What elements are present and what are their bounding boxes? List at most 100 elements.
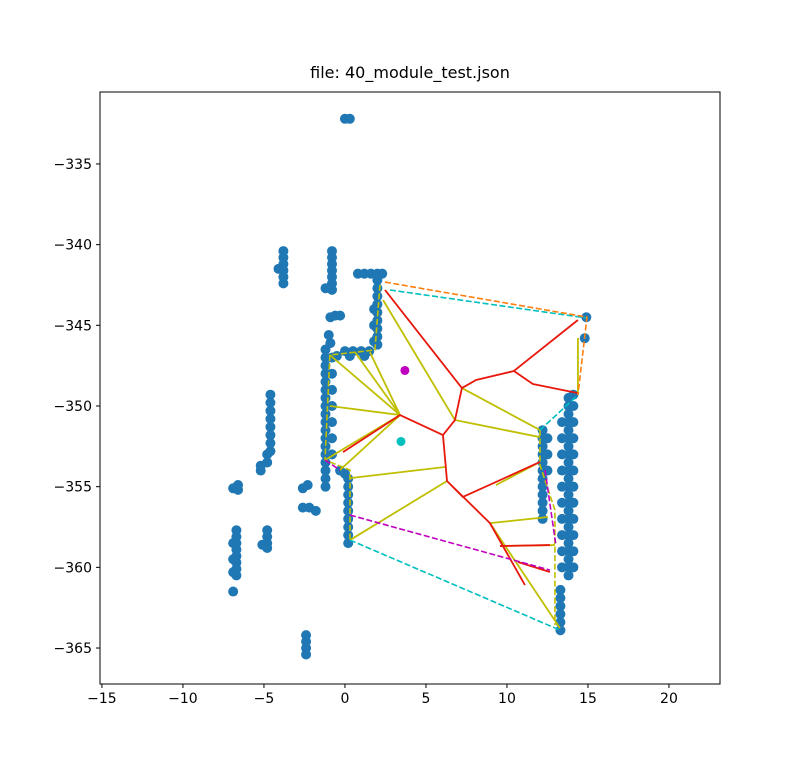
point bbox=[568, 497, 579, 508]
point bbox=[568, 449, 579, 460]
x-tick-label: −5 bbox=[254, 691, 275, 707]
dashed-line bbox=[324, 284, 556, 626]
point bbox=[344, 113, 355, 124]
point bbox=[537, 505, 548, 516]
point bbox=[257, 539, 268, 550]
point bbox=[320, 465, 331, 476]
x-tick-label: 10 bbox=[498, 691, 516, 707]
point bbox=[537, 497, 548, 508]
point bbox=[542, 433, 553, 444]
y-tick-label: −365 bbox=[54, 641, 92, 657]
point bbox=[568, 562, 579, 573]
point bbox=[568, 417, 579, 428]
point bbox=[320, 457, 331, 468]
point bbox=[542, 449, 553, 460]
point bbox=[563, 522, 574, 533]
point bbox=[555, 601, 566, 612]
point bbox=[563, 570, 574, 581]
point bbox=[331, 350, 342, 361]
point bbox=[265, 405, 276, 416]
point bbox=[555, 584, 566, 595]
point bbox=[228, 554, 239, 565]
point bbox=[557, 513, 568, 524]
point bbox=[563, 441, 574, 452]
point bbox=[563, 409, 574, 420]
axes-frame bbox=[99, 91, 721, 685]
point bbox=[563, 473, 574, 484]
point bbox=[568, 546, 579, 557]
point bbox=[563, 554, 574, 565]
point bbox=[326, 417, 337, 428]
point bbox=[228, 538, 239, 549]
point bbox=[228, 483, 239, 494]
point bbox=[301, 649, 312, 660]
point bbox=[320, 481, 331, 492]
point bbox=[273, 263, 284, 274]
point bbox=[563, 425, 574, 436]
point bbox=[265, 389, 276, 400]
point bbox=[377, 268, 388, 279]
y-tick-label: −340 bbox=[54, 238, 92, 254]
point bbox=[320, 344, 331, 355]
point bbox=[568, 513, 579, 524]
point bbox=[369, 304, 380, 315]
point bbox=[278, 278, 289, 289]
point bbox=[396, 436, 406, 446]
x-tick-label: 20 bbox=[660, 691, 678, 707]
point bbox=[555, 592, 566, 603]
y-tick-label: −345 bbox=[54, 318, 92, 334]
point bbox=[557, 433, 568, 444]
point bbox=[265, 397, 276, 408]
point bbox=[563, 457, 574, 468]
point bbox=[265, 430, 276, 441]
point bbox=[557, 465, 568, 476]
x-tick-label: 5 bbox=[421, 691, 430, 707]
point bbox=[265, 438, 276, 449]
x-tick-label: 0 bbox=[340, 691, 349, 707]
point bbox=[400, 365, 410, 375]
point bbox=[262, 449, 273, 460]
point bbox=[335, 310, 346, 321]
point bbox=[568, 400, 579, 411]
x-tick-label: −15 bbox=[87, 691, 117, 707]
point bbox=[326, 433, 337, 444]
point bbox=[557, 530, 568, 541]
point bbox=[557, 449, 568, 460]
point bbox=[563, 505, 574, 516]
point bbox=[563, 489, 574, 500]
point bbox=[537, 489, 548, 500]
dashed-line bbox=[324, 459, 557, 571]
dashed-line bbox=[384, 281, 588, 396]
dashed-line bbox=[349, 289, 588, 631]
point bbox=[555, 625, 566, 636]
point bbox=[320, 425, 331, 436]
point bbox=[568, 530, 579, 541]
point bbox=[265, 421, 276, 432]
chart-title: file: 40_module_test.json bbox=[310, 63, 510, 83]
point bbox=[359, 350, 370, 361]
point bbox=[320, 283, 331, 294]
point bbox=[557, 481, 568, 492]
point bbox=[542, 465, 553, 476]
y-tick-label: −355 bbox=[54, 480, 92, 496]
point bbox=[310, 505, 321, 516]
y-tick-label: −335 bbox=[54, 157, 92, 173]
x-tick-label: 15 bbox=[579, 691, 597, 707]
point bbox=[557, 546, 568, 557]
point bbox=[228, 586, 239, 597]
point bbox=[320, 360, 331, 371]
point bbox=[568, 465, 579, 476]
point bbox=[320, 473, 331, 484]
point bbox=[537, 481, 548, 492]
point bbox=[568, 481, 579, 492]
point bbox=[326, 384, 337, 395]
point bbox=[557, 497, 568, 508]
point bbox=[344, 350, 355, 361]
x-tick-label: −10 bbox=[168, 691, 198, 707]
point bbox=[265, 413, 276, 424]
point bbox=[369, 336, 380, 347]
point bbox=[557, 562, 568, 573]
